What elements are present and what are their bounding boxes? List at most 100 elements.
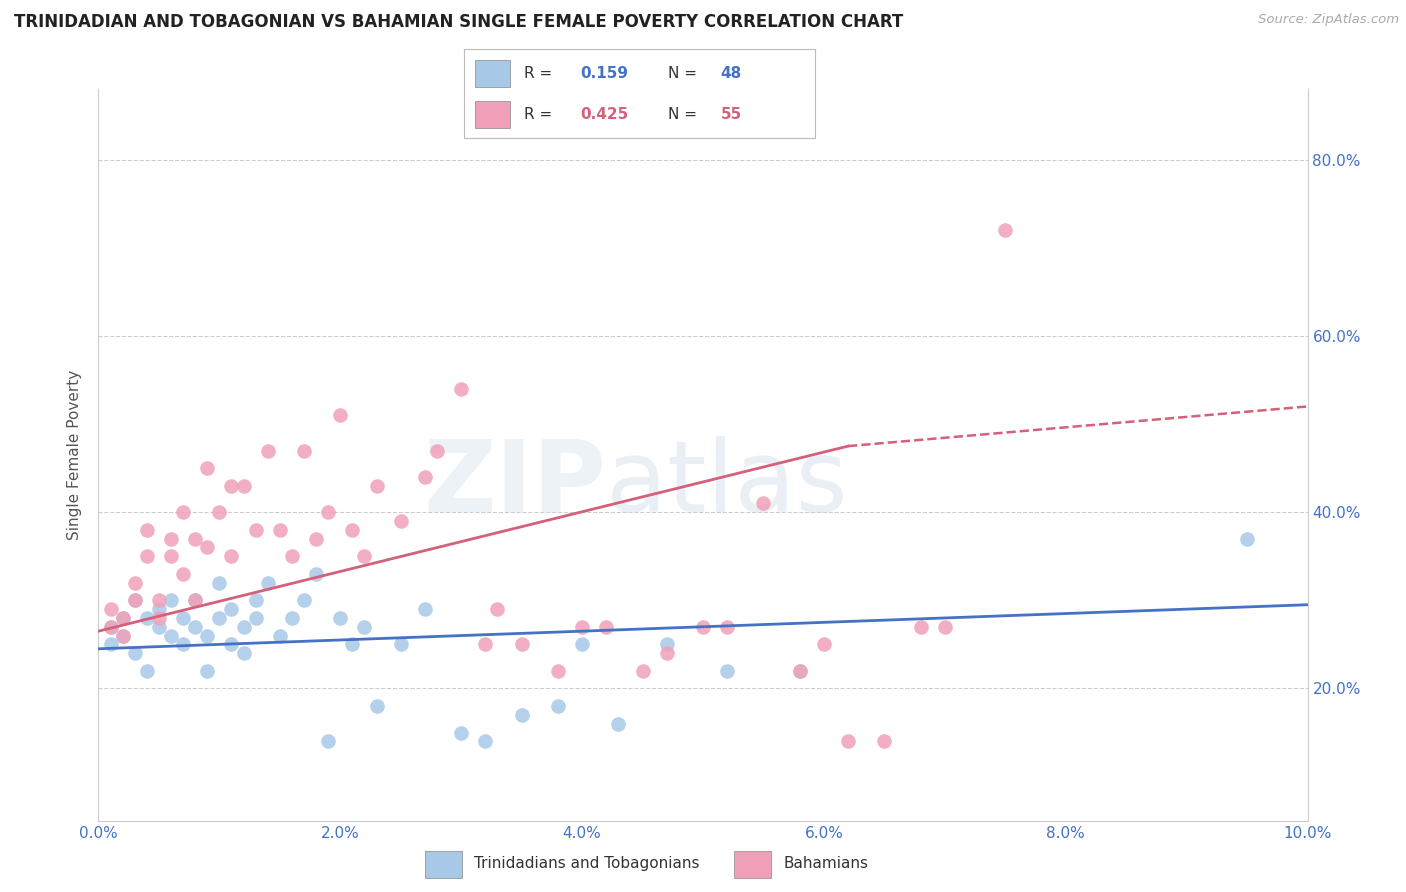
FancyBboxPatch shape <box>734 851 770 878</box>
Point <box>571 637 593 651</box>
Point <box>100 620 122 634</box>
Point <box>595 620 617 634</box>
Point <box>124 593 146 607</box>
Point <box>292 593 315 607</box>
Text: ZIP: ZIP <box>423 435 606 533</box>
Y-axis label: Single Female Poverty: Single Female Poverty <box>67 370 83 540</box>
Text: Bahamians: Bahamians <box>783 855 869 871</box>
Point <box>789 664 811 678</box>
Point <box>111 629 134 643</box>
Point <box>994 223 1017 237</box>
Point <box>245 593 267 607</box>
Point <box>256 575 278 590</box>
Point <box>474 734 496 748</box>
Point <box>789 664 811 678</box>
Point <box>571 620 593 634</box>
Point <box>184 593 207 607</box>
Point <box>160 532 183 546</box>
Point <box>135 523 157 537</box>
Point <box>111 611 134 625</box>
Point <box>813 637 835 651</box>
Point <box>256 443 278 458</box>
Point <box>655 646 678 660</box>
Point <box>100 602 122 616</box>
FancyBboxPatch shape <box>475 60 510 87</box>
Point <box>148 602 170 616</box>
Text: N =: N = <box>668 107 702 121</box>
Point <box>172 611 194 625</box>
Point <box>510 637 533 651</box>
Point <box>547 664 569 678</box>
Point <box>281 549 304 564</box>
Point <box>292 443 315 458</box>
Point <box>342 523 364 537</box>
Text: N =: N = <box>668 66 702 80</box>
Point <box>245 611 267 625</box>
Point <box>124 575 146 590</box>
Point <box>752 496 775 510</box>
Point <box>135 611 157 625</box>
Point <box>366 479 388 493</box>
Point <box>305 566 328 581</box>
Point <box>1236 532 1258 546</box>
Point <box>184 532 207 546</box>
Point <box>148 620 170 634</box>
Point <box>160 629 183 643</box>
Point <box>631 664 654 678</box>
Point <box>329 611 352 625</box>
Point <box>474 637 496 651</box>
Point <box>389 514 412 528</box>
Text: R =: R = <box>524 66 557 80</box>
Point <box>221 549 243 564</box>
Point <box>111 611 134 625</box>
Point <box>124 646 146 660</box>
Point <box>148 593 170 607</box>
Point <box>172 637 194 651</box>
Point <box>316 734 339 748</box>
Point <box>934 620 956 634</box>
Point <box>426 443 449 458</box>
Point <box>281 611 304 625</box>
FancyBboxPatch shape <box>425 851 461 878</box>
Point <box>135 549 157 564</box>
Text: TRINIDADIAN AND TOBAGONIAN VS BAHAMIAN SINGLE FEMALE POVERTY CORRELATION CHART: TRINIDADIAN AND TOBAGONIAN VS BAHAMIAN S… <box>14 13 903 31</box>
Point <box>316 505 339 519</box>
Text: 0.159: 0.159 <box>581 66 628 80</box>
Point <box>716 620 738 634</box>
Point <box>269 523 291 537</box>
Point <box>413 470 436 484</box>
Point <box>655 637 678 651</box>
Point <box>245 523 267 537</box>
Point <box>160 593 183 607</box>
Point <box>450 382 472 396</box>
Point <box>195 461 218 475</box>
Point <box>389 637 412 651</box>
Point <box>486 602 509 616</box>
Point <box>148 611 170 625</box>
Point <box>232 620 254 634</box>
Point <box>450 725 472 739</box>
Point <box>607 716 630 731</box>
Text: Source: ZipAtlas.com: Source: ZipAtlas.com <box>1258 13 1399 27</box>
Point <box>135 664 157 678</box>
Point <box>100 620 122 634</box>
Text: 55: 55 <box>721 107 742 121</box>
Point <box>342 637 364 651</box>
FancyBboxPatch shape <box>475 101 510 128</box>
Point <box>873 734 896 748</box>
Point <box>329 409 352 423</box>
Point <box>160 549 183 564</box>
Point <box>221 602 243 616</box>
Point <box>208 575 231 590</box>
Point <box>269 629 291 643</box>
Text: 0.425: 0.425 <box>581 107 628 121</box>
Point <box>100 637 122 651</box>
Point <box>413 602 436 616</box>
Point <box>837 734 859 748</box>
Text: 48: 48 <box>721 66 742 80</box>
Text: R =: R = <box>524 107 557 121</box>
Point <box>547 699 569 714</box>
Point <box>195 664 218 678</box>
Point <box>221 637 243 651</box>
Point <box>172 566 194 581</box>
